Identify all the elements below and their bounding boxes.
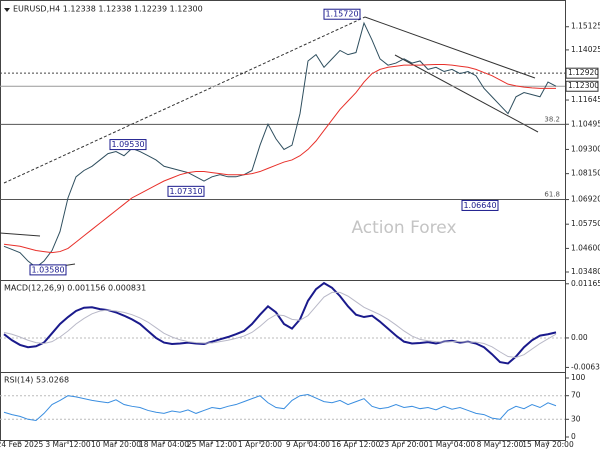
x-tick-label: 25 Mar 12:00 bbox=[187, 440, 237, 449]
channel-line bbox=[394, 54, 539, 133]
watermark: Action Forex bbox=[351, 218, 456, 238]
rsi-panel bbox=[0, 372, 566, 441]
series-line bbox=[3, 64, 556, 254]
price-label-box bbox=[323, 8, 361, 20]
price-label: 1.07310 bbox=[169, 187, 202, 196]
series-line bbox=[3, 394, 557, 422]
series-line bbox=[3, 21, 557, 269]
x-tick-label: 23 Apr 20:00 bbox=[380, 440, 429, 449]
y-tick-label: 0.00 bbox=[571, 333, 588, 342]
x-tick-label: 9 Apr 04:00 bbox=[286, 440, 330, 449]
y-tick-label: -0.006345 bbox=[571, 362, 600, 371]
level-label: 1.12920 bbox=[568, 68, 599, 77]
y-tick-label: 1.11645 bbox=[571, 95, 600, 104]
price-label: 1.06640 bbox=[463, 201, 496, 210]
y-tick-label: 1.04600 bbox=[571, 243, 600, 252]
x-tick-label: 1 May 04:00 bbox=[429, 440, 476, 449]
y-tick-label: 1.09300 bbox=[571, 144, 600, 153]
rsi-title: RSI(14) 53.0268 bbox=[4, 376, 69, 385]
x-tick-label: 18 Mar 04:00 bbox=[139, 440, 189, 449]
trend-line bbox=[0, 232, 41, 237]
y-tick-label: 30 bbox=[571, 414, 581, 423]
price-label: 1.03580 bbox=[31, 265, 64, 274]
chart-title: EURUSD,H4 1.12338 1.12338 1.12239 1.1230… bbox=[13, 5, 203, 14]
last-price-label: 1.12300 bbox=[568, 81, 599, 90]
y-tick-label: 70 bbox=[571, 391, 581, 400]
y-tick-label: 1.10495 bbox=[571, 119, 600, 128]
price-panel bbox=[0, 0, 566, 281]
y-tick-label: 1.06920 bbox=[571, 195, 600, 204]
x-tick-label: 3 Mar 12:00 bbox=[45, 440, 91, 449]
x-tick-label: 10 Mar 20:00 bbox=[91, 440, 141, 449]
y-tick-label: 1.03480 bbox=[571, 267, 600, 276]
x-tick-label: 16 Apr 12:00 bbox=[332, 440, 381, 449]
level-box bbox=[565, 67, 599, 79]
price-label-box bbox=[461, 199, 499, 211]
menu-arrow bbox=[4, 8, 10, 12]
y-tick-label: 1.14025 bbox=[571, 45, 600, 54]
fib-label: 38.2 bbox=[544, 115, 560, 123]
y-tick-label: 1.08150 bbox=[571, 169, 600, 178]
macd-title: MACD(12,26,9) 0.001156 0.000831 bbox=[4, 284, 146, 293]
y-tick-label: 1.05750 bbox=[571, 219, 600, 228]
trend-line bbox=[3, 16, 366, 184]
last-price-box bbox=[565, 80, 599, 92]
macd-panel bbox=[0, 280, 566, 373]
y-tick-label: 0 bbox=[571, 432, 576, 441]
price-label: 1.15720 bbox=[325, 10, 358, 19]
channel-line bbox=[364, 16, 536, 79]
series-line bbox=[3, 291, 557, 358]
x-tick-label: 8 May 12:00 bbox=[477, 440, 524, 449]
y-tick-label: 1.15125 bbox=[571, 22, 600, 31]
y-tick-label: 100 bbox=[571, 373, 586, 382]
price-label-box bbox=[109, 139, 147, 151]
y-tick-label: 0.011654 bbox=[571, 279, 600, 288]
fib-label: 61.8 bbox=[544, 191, 560, 199]
x-tick-label: 24 Feb 2025 bbox=[0, 440, 44, 449]
x-tick-label: 1 Apr 20:00 bbox=[238, 440, 282, 449]
x-tick-label: 15 May 20:00 bbox=[522, 440, 574, 449]
price-label: 1.09530 bbox=[111, 140, 144, 149]
price-label-box bbox=[29, 264, 67, 276]
price-label-box bbox=[167, 185, 205, 197]
